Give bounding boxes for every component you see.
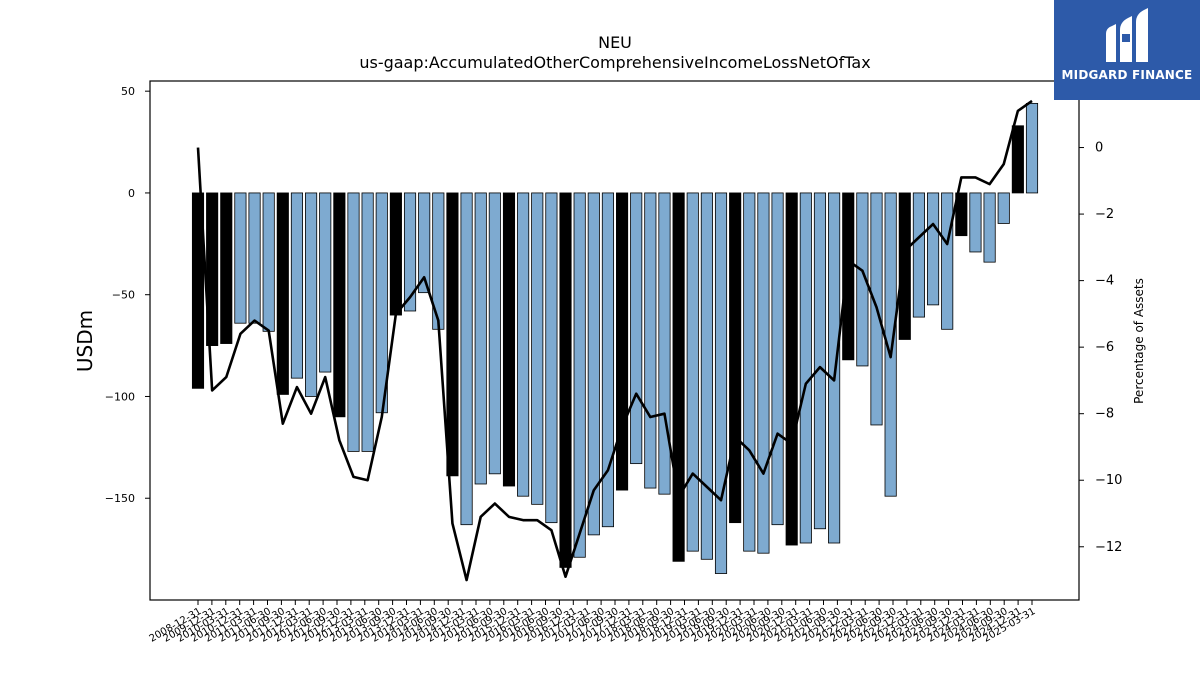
bar	[799, 192, 812, 544]
line-layer	[196, 99, 1033, 582]
bar	[969, 192, 982, 253]
bar	[474, 192, 487, 485]
y-tick-label: 0	[128, 187, 135, 200]
bar	[785, 192, 798, 546]
bar	[276, 192, 289, 395]
bar	[587, 192, 600, 536]
bar	[743, 192, 756, 552]
y2-tick-label: −8	[1095, 407, 1114, 422]
bar	[220, 192, 233, 344]
bar	[389, 192, 402, 316]
bar	[898, 192, 911, 340]
bar	[700, 192, 713, 560]
bar	[714, 192, 728, 574]
y-axis-label: USDm	[73, 310, 97, 372]
midgard-logo-icon	[1106, 8, 1148, 62]
bar	[502, 192, 516, 487]
bar	[912, 192, 925, 318]
y2-tick-label: −2	[1095, 207, 1114, 222]
bar	[206, 192, 219, 346]
bar	[446, 192, 459, 477]
bar	[248, 192, 261, 324]
chart-title: NEU	[598, 33, 632, 52]
bars-layer	[191, 102, 1039, 574]
bar	[319, 192, 332, 373]
bar	[927, 192, 940, 306]
bar	[403, 192, 417, 312]
brand-logo-text: MIDGARD FINANCE	[1061, 68, 1193, 82]
bar	[616, 192, 629, 491]
bar	[983, 192, 996, 263]
bar	[234, 192, 247, 324]
axes-layer: 500−50−100−1500−2−4−6−8−10−122008-12-312…	[105, 80, 1122, 645]
bar	[559, 192, 572, 568]
bar	[856, 192, 869, 367]
bar	[813, 192, 827, 530]
bar	[191, 192, 205, 389]
y2-axis-label: Percentage of Assets	[1132, 278, 1146, 404]
bar	[672, 192, 685, 562]
bar	[997, 192, 1010, 224]
bar	[517, 192, 530, 497]
bar	[573, 192, 586, 558]
y2-tick-label: −4	[1095, 274, 1114, 289]
bar	[686, 192, 699, 552]
bar	[361, 192, 374, 452]
bar	[771, 192, 784, 526]
bar	[828, 192, 841, 544]
bar	[305, 192, 318, 397]
brand-logo: MIDGARD FINANCE	[1054, 0, 1200, 100]
bar	[658, 192, 671, 495]
y-tick-label: −50	[112, 289, 135, 302]
bar	[1025, 102, 1039, 194]
bar	[460, 192, 473, 526]
y-tick-label: −150	[105, 492, 135, 505]
bar	[1011, 125, 1024, 194]
y2-tick-label: −6	[1095, 340, 1114, 355]
bar	[941, 192, 954, 330]
bar	[955, 192, 968, 237]
bar	[842, 192, 855, 361]
bar	[644, 192, 657, 489]
bar	[757, 192, 770, 554]
bar	[884, 192, 897, 497]
bar	[531, 192, 544, 505]
series-line-pct-of-assets	[196, 99, 1033, 582]
bar	[601, 192, 614, 528]
plot-frame	[149, 80, 1080, 601]
bar	[488, 192, 501, 475]
chart-subtitle: us-gaap:AccumulatedOtherComprehensiveInc…	[359, 53, 870, 72]
bar	[630, 192, 643, 465]
bar	[290, 192, 304, 379]
y2-tick-label: 0	[1095, 141, 1103, 156]
bar	[729, 192, 742, 524]
bar	[545, 192, 558, 524]
y-tick-label: 50	[121, 85, 135, 98]
bar	[333, 192, 346, 418]
bar	[418, 192, 431, 294]
y-tick-label: −100	[105, 390, 135, 403]
y2-tick-label: −10	[1095, 473, 1122, 488]
y2-tick-label: −12	[1095, 540, 1122, 555]
bar	[347, 192, 360, 452]
bar	[262, 192, 275, 332]
